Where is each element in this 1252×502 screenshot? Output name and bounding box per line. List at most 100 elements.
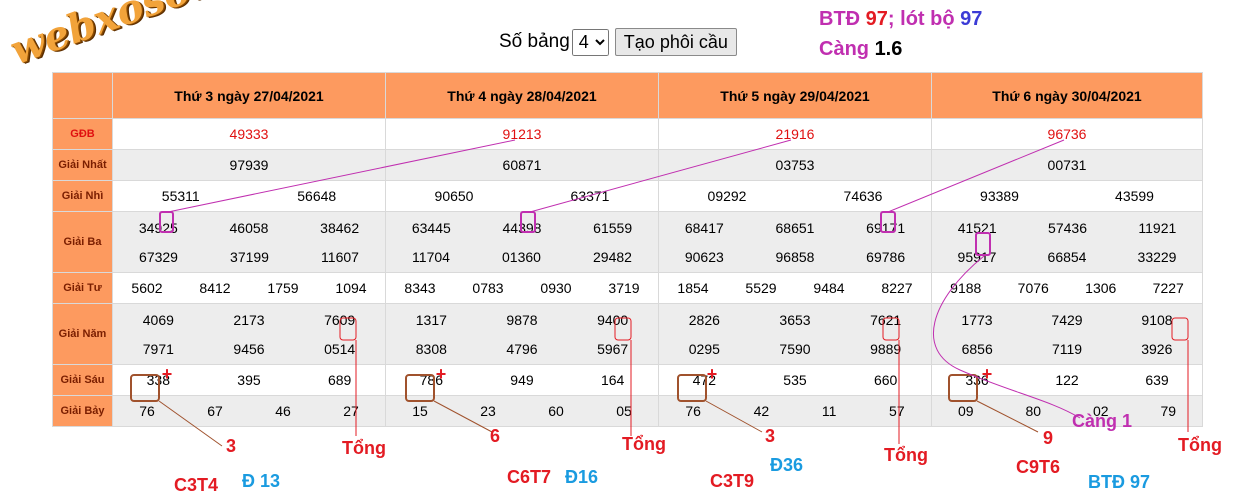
board-toolbar: Số bảng 4 Tạo phôi cầu: [499, 28, 737, 56]
prize-number: 4796: [506, 340, 538, 357]
prize-number: 5602: [131, 280, 163, 296]
prize-number: 76: [685, 403, 701, 419]
annotation-label: C3T4: [174, 475, 219, 495]
prize-number: 11: [821, 403, 837, 419]
annotation-label: Đ 13: [242, 471, 281, 491]
prize-number: 7076: [1017, 280, 1049, 296]
prize-number: 21916: [775, 126, 815, 142]
prize-number: 90650: [434, 188, 474, 204]
prize-number: 95917: [957, 248, 997, 265]
prize-row: Giải Năm 4069 2173 7609 7971 9456 0514 1317 9878…: [52, 303, 1203, 365]
prize-line: 1854 5529 9484 8227: [659, 280, 931, 296]
annotation-label: 6: [490, 426, 501, 446]
prize-line: 60871: [386, 157, 658, 173]
prize-cell: 21916: [658, 118, 932, 150]
btd-value: 97: [865, 8, 888, 30]
prize-line: 76 67 46 27: [113, 403, 385, 419]
red-highlight-box: [882, 317, 900, 341]
brown-link-line: [433, 400, 493, 433]
prize-number: 09292: [707, 188, 747, 204]
brown-highlight-box: [677, 374, 707, 402]
board-count-select[interactable]: 4: [571, 28, 609, 56]
lot-value: 97: [960, 8, 983, 30]
prize-number: 9456: [233, 340, 265, 357]
prize-cell: 2826 3653 7621 0295 7590 9889: [658, 303, 932, 365]
prize-number: 949: [510, 372, 534, 388]
prize-number: 93389: [980, 188, 1019, 204]
annotation-label: Tổng: [884, 445, 928, 465]
brown-link-line: [158, 400, 223, 447]
prize-number: 97939: [229, 157, 269, 173]
results-table: Thứ 3 ngày 27/04/2021 Thứ 4 ngày 28/04/20…: [52, 72, 1203, 427]
prize-number: 67: [207, 403, 223, 419]
plus-mark: +: [436, 364, 447, 384]
prize-line: 472 535 660: [659, 372, 931, 388]
prize-number: 1306: [1085, 280, 1117, 296]
annotation-label: Đ36: [770, 455, 804, 475]
annotation-label: 3: [226, 436, 237, 456]
prize-number: 55311: [161, 188, 200, 204]
prize-number: 0514: [324, 340, 356, 357]
prize-number: 37199: [230, 248, 269, 265]
prize-number: 05: [616, 403, 632, 419]
prize-number: 9878: [506, 311, 538, 328]
prize-cell: 93389 43599: [931, 180, 1203, 212]
prize-line: 5602 8412 1759 1094: [113, 280, 385, 296]
prize-row: GĐB 49333 91213 21916 96736: [52, 118, 1203, 150]
prize-number: 395: [237, 372, 261, 388]
prize-cell: 76 42 11 57: [658, 395, 932, 427]
magenta-link-line: [887, 139, 1065, 213]
prize-cell: 5602 8412 1759 1094: [112, 272, 386, 304]
prize-number: 9484: [813, 280, 845, 296]
prize-line: 93389 43599: [932, 188, 1202, 204]
prize-cell: 09292 74636: [658, 180, 932, 212]
prize-number: 91213: [502, 126, 542, 142]
prize-number: 1773: [961, 311, 993, 328]
prize-number: 90623: [684, 248, 724, 265]
prize-number: 689: [327, 372, 352, 388]
prize-number: 1759: [267, 280, 299, 296]
prize-pair: 34925 46058 38462 67329 37199 11607: [113, 213, 385, 271]
prize-number: 5529: [745, 280, 777, 296]
annotation-label: BTĐ 97: [1088, 472, 1151, 492]
prize-cell: 60871: [385, 149, 659, 181]
cang-note: Càng 1.6: [819, 38, 902, 61]
prize-number: 01360: [502, 248, 541, 265]
prize-line: 1773 7429 9108: [932, 312, 1202, 328]
prize-number: 57: [889, 403, 905, 419]
prize-line: 97939: [113, 157, 385, 173]
red-highlight-box: [339, 317, 357, 341]
prize-cell: 03753: [658, 149, 932, 181]
prize-cell: 55311 56648: [112, 180, 386, 212]
annotation-label: Tổng: [342, 438, 386, 458]
prize-number: 1094: [335, 280, 367, 296]
day-header: Thứ 5 ngày 29/04/2021: [658, 72, 932, 119]
magenta-highlight-box: [520, 211, 536, 233]
magenta-highlight-box: [880, 211, 896, 233]
prize-cell: 34925 46058 38462 67329 37199 11607: [112, 211, 386, 273]
prize-cell: 49333: [112, 118, 386, 150]
prize-line: 4069 2173 7609: [113, 312, 385, 328]
prize-label: Giải Tư: [52, 272, 113, 304]
prize-number: 639: [1145, 372, 1169, 388]
prize-line: 6856 7119 3926: [932, 341, 1202, 357]
create-pattern-button[interactable]: Tạo phôi cầu: [614, 28, 737, 56]
annotation-label: C9T6: [1016, 457, 1061, 477]
prize-line: 2826 3653 7621: [659, 312, 931, 328]
prize-number: 56648: [297, 188, 337, 204]
annotation-label: Tổng: [622, 434, 666, 454]
prize-line: 11704 01360 29482: [386, 249, 658, 265]
prize-number: 09: [957, 403, 974, 419]
day-header: Thứ 6 ngày 30/04/2021: [931, 72, 1203, 119]
magenta-link-line: [167, 139, 516, 213]
prize-number: 68651: [775, 219, 815, 236]
prize-number: 69786: [866, 248, 906, 265]
prize-row: Giải Bảy 76 67 46 27 15 23 60 05 76 42 11 57 09 80 02 79: [52, 395, 1203, 427]
brown-highlight-box: [130, 374, 160, 402]
annotation-label: C3T9: [710, 471, 755, 491]
prize-number: 23: [480, 403, 496, 419]
prize-number: 15: [412, 403, 428, 419]
prize-number: 9188: [950, 280, 982, 296]
prize-label: Giải Bảy: [52, 395, 113, 427]
prize-line: 91213: [386, 126, 658, 142]
